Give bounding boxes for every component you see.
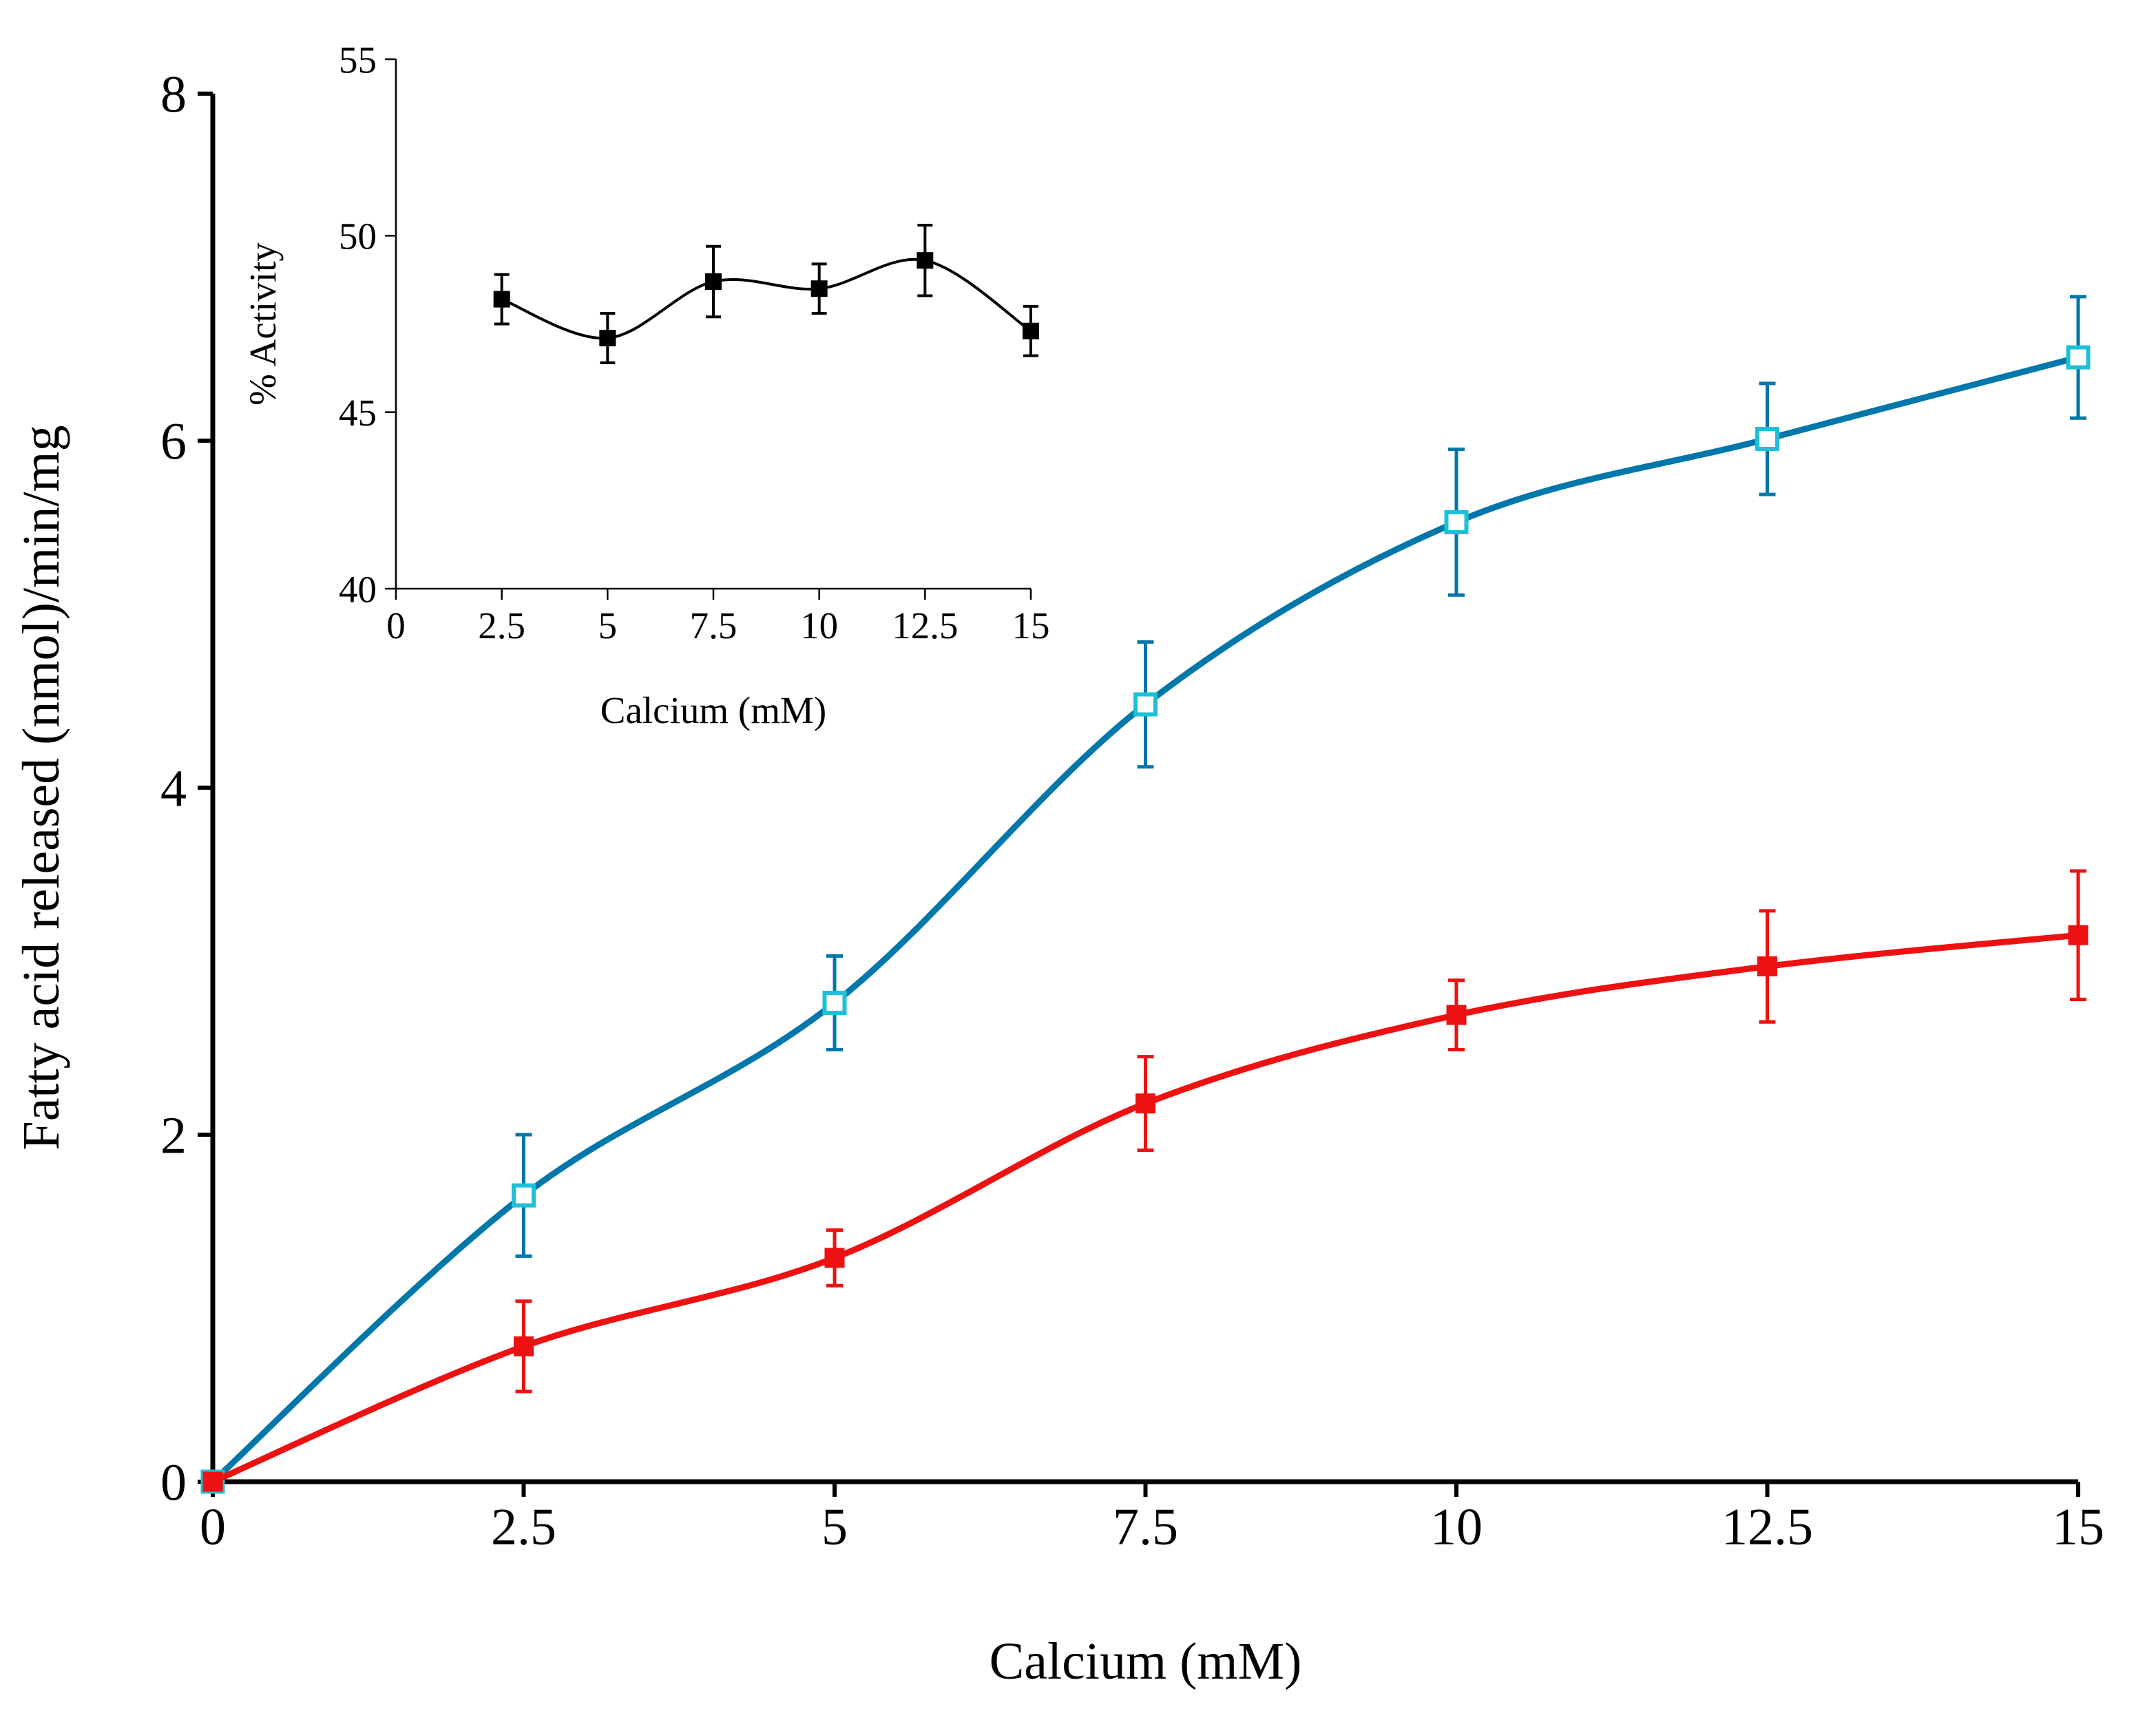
x-tick-label: 7.5 — [1113, 1498, 1178, 1556]
data-point-open-square-series — [512, 1183, 536, 1208]
data-point-filled-square-series — [2068, 925, 2089, 945]
x-tick-label: 12.5 — [892, 605, 958, 647]
x-axis-title: Calcium (mM) — [990, 1632, 1302, 1690]
x-tick-label: 0 — [200, 1498, 226, 1556]
data-point-open-square-series — [1755, 426, 1779, 451]
data-point-filled-square-series — [1446, 1005, 1467, 1025]
y-tick-label: 45 — [339, 392, 377, 434]
series-line-percent-activity — [501, 258, 1032, 340]
x-tick-label: 15 — [1012, 605, 1050, 647]
x-tick-label: 5 — [598, 605, 618, 647]
series-line-open-square-series — [210, 354, 2080, 1484]
y-tick-label: 0 — [160, 1454, 187, 1512]
inset-plot: 40 45 50 55 0 2.5 5 7.5 10 12.5 15 Calcium (mM) % Ac… — [242, 39, 1050, 731]
x-tick-label: 10 — [800, 605, 838, 647]
x-tick-label: 12.5 — [1721, 1498, 1813, 1556]
data-point-open-square-series — [1444, 510, 1469, 534]
x-tick-label: 15 — [2052, 1498, 2104, 1556]
data-point-percent-activity — [917, 252, 934, 269]
data-point-filled-square-series — [202, 1471, 223, 1492]
data-point-open-square-series — [2066, 345, 2091, 370]
data-point-percent-activity — [493, 291, 510, 308]
data-point-open-square-series — [1133, 692, 1158, 717]
x-tick-label: 2.5 — [478, 605, 525, 647]
main-plot: 0 2 4 6 8 0 2.5 5 7.5 10 12.5 15 Calcium (mM) Fatty a… — [12, 66, 2104, 1690]
y-tick-label: 6 — [160, 413, 187, 471]
x-tick-label: 10 — [1430, 1498, 1483, 1556]
y-tick-label: 8 — [160, 66, 187, 124]
y-tick-label: 40 — [339, 568, 377, 610]
data-point-filled-square-series — [514, 1336, 534, 1356]
data-point-percent-activity — [599, 330, 616, 347]
series-line-filled-square-series — [211, 932, 2079, 1485]
data-point-percent-activity — [1023, 322, 1039, 339]
data-point-filled-square-series — [1135, 1093, 1155, 1114]
x-tick-label: 0 — [386, 605, 406, 647]
y-tick-label: 2 — [160, 1107, 187, 1165]
data-point-open-square-series — [822, 990, 847, 1015]
y-axis-title: Fatty acid released (nmol)/min/mg — [12, 425, 70, 1150]
y-tick-label: 4 — [160, 760, 187, 818]
data-point-percent-activity — [810, 280, 828, 297]
x-tick-label: 5 — [821, 1498, 848, 1556]
data-point-percent-activity — [705, 273, 722, 290]
y-axis-title: % Activity — [242, 242, 284, 406]
x-tick-label: 2.5 — [491, 1498, 556, 1556]
data-point-filled-square-series — [824, 1248, 845, 1268]
y-tick-label: 50 — [339, 216, 377, 258]
x-axis-title: Calcium (mM) — [600, 689, 826, 731]
y-tick-label: 55 — [339, 39, 377, 81]
x-tick-label: 7.5 — [690, 605, 737, 647]
data-point-filled-square-series — [1757, 956, 1777, 977]
